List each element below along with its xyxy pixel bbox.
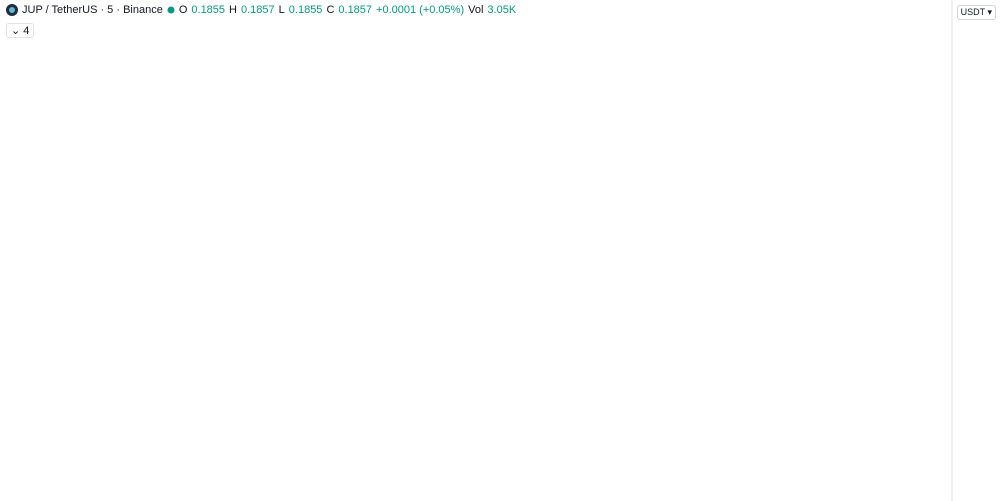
volume-value: 3.05K <box>487 4 517 16</box>
high-label: H <box>229 4 237 16</box>
low-value: 0.1855 <box>288 4 323 16</box>
currency: USDT <box>960 7 985 17</box>
currency-select[interactable]: USDT ▾ <box>956 5 996 20</box>
volume-label: Vol <box>468 4 484 16</box>
indicators-toggle[interactable]: ⌄ 4 <box>6 23 35 38</box>
indicators-count: 4 <box>23 25 30 37</box>
change: +0.0001 (+0.05%) <box>376 4 465 16</box>
legend: JUP / TetherUS · 5 · Binance O 0.1855 H 0.… <box>6 4 516 16</box>
symbol-icon <box>6 4 18 16</box>
close-value: 0.1857 <box>338 4 373 16</box>
symbol[interactable]: JUP / TetherUS · 5 · Binance <box>22 4 163 16</box>
close-label: C <box>326 4 335 16</box>
open-label: O <box>178 4 188 16</box>
high-value: 0.1857 <box>241 4 275 16</box>
open-value: 0.1855 <box>191 4 226 16</box>
status-dot <box>167 6 175 14</box>
low-label: L <box>278 4 285 16</box>
